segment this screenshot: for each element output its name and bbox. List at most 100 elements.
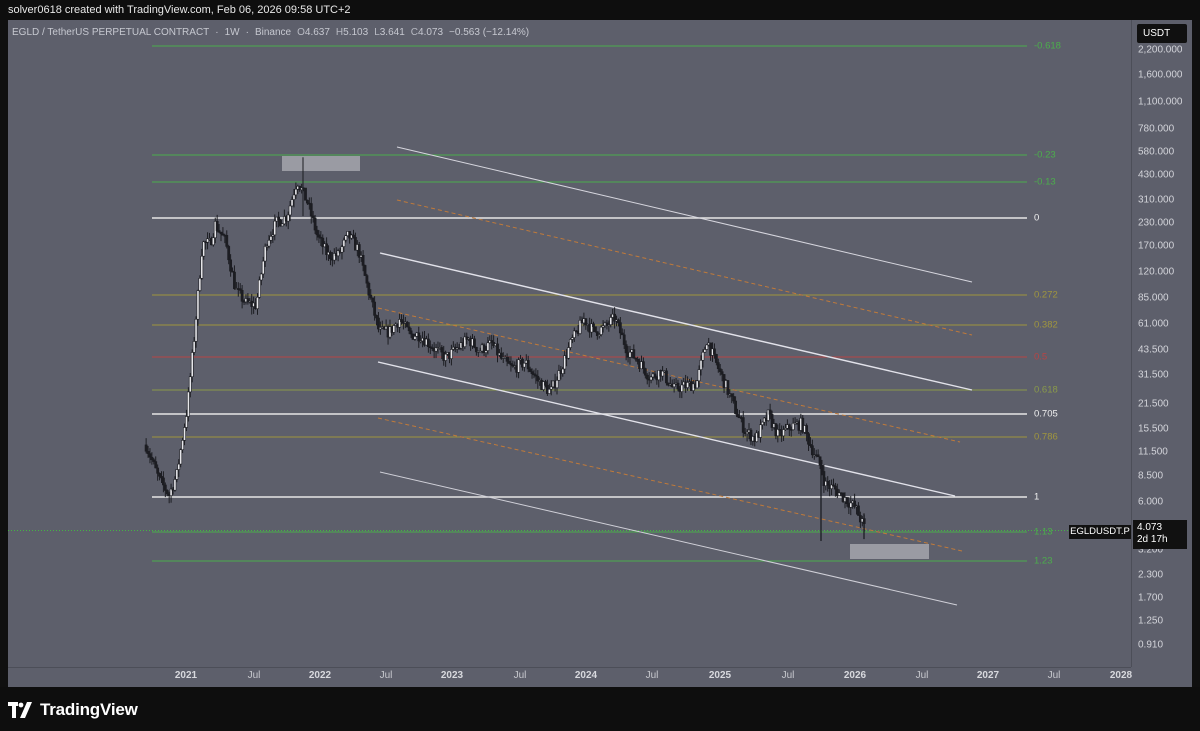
time-axis-divider xyxy=(8,667,1131,668)
candle-body xyxy=(150,456,154,461)
candle-body xyxy=(344,235,348,241)
candle-body xyxy=(507,361,511,364)
candle-body xyxy=(563,355,567,370)
candle-body xyxy=(277,216,281,221)
candle-body xyxy=(653,373,657,378)
symbol-name[interactable]: EGLD / TetherUS PERPETUAL CONTRACT xyxy=(12,27,210,38)
candle-body xyxy=(179,449,183,465)
candle-body xyxy=(632,349,636,359)
candle-body xyxy=(148,453,152,458)
last-price-box: 4.073 2d 17h xyxy=(1133,520,1187,549)
candle-body xyxy=(369,294,373,299)
candle-body xyxy=(649,376,653,381)
candle-body xyxy=(156,467,160,474)
candle-body xyxy=(340,246,344,253)
candle-body xyxy=(405,321,409,328)
candle-body xyxy=(718,368,722,372)
tradingview-logo[interactable]: TradingView xyxy=(8,700,138,720)
candle-body xyxy=(567,347,570,359)
candle-body xyxy=(306,199,309,204)
candle-body xyxy=(570,337,574,340)
time-tick-label: 2022 xyxy=(308,670,332,681)
candle-body xyxy=(530,371,534,375)
candle-body xyxy=(784,428,787,430)
fib-level-label: 0.5 xyxy=(1034,351,1048,363)
time-tick-label: Jul xyxy=(247,670,261,681)
peak-zone-box xyxy=(282,156,360,171)
price-tick-label: 170.000 xyxy=(1138,240,1175,252)
candle-body xyxy=(238,288,242,291)
time-tick-label: 2025 xyxy=(708,670,732,681)
candle-body xyxy=(258,279,261,298)
candle-body xyxy=(832,484,835,487)
chart-pane[interactable] xyxy=(8,20,1192,687)
low-key: L xyxy=(374,27,380,38)
interval-label[interactable]: 1W xyxy=(224,27,240,38)
open-key: O xyxy=(297,27,305,38)
candle-body xyxy=(617,319,620,323)
candle-body xyxy=(528,368,532,372)
price-tick-label: 61.000 xyxy=(1138,318,1169,330)
candle-body xyxy=(534,374,538,377)
candle-body xyxy=(703,349,707,353)
brand-name: TradingView xyxy=(40,700,138,719)
channel-line xyxy=(379,471,958,606)
candle-body xyxy=(857,505,860,516)
candle-body xyxy=(211,237,215,246)
candle-body xyxy=(782,429,785,437)
currency-button[interactable]: USDT xyxy=(1137,24,1187,43)
candle-body xyxy=(225,235,229,247)
bar-countdown: 2d 17h xyxy=(1137,534,1168,545)
candle-body xyxy=(186,391,190,417)
time-tick-label: 2024 xyxy=(574,670,598,681)
candle-body xyxy=(217,230,221,233)
attribution-bar: solver0618 created with TradingView.com,… xyxy=(0,0,1200,20)
candle-body xyxy=(188,376,192,393)
fib-level-label: 0 xyxy=(1034,212,1040,224)
candle-body xyxy=(569,339,572,348)
candle-body xyxy=(793,422,797,425)
candle-body xyxy=(440,347,444,353)
candle-body xyxy=(194,318,198,342)
time-tick-label: 2027 xyxy=(976,670,1000,681)
price-tick-label: 15.500 xyxy=(1138,423,1169,435)
candle-body xyxy=(352,234,355,238)
candle-body xyxy=(444,353,448,361)
candle-body xyxy=(269,236,273,241)
time-tick-label: 2026 xyxy=(843,670,867,681)
candle-body xyxy=(761,421,764,426)
candle-body xyxy=(592,323,595,328)
candle-body xyxy=(144,444,148,452)
price-tick-label: 31.500 xyxy=(1138,369,1169,381)
candle-body xyxy=(634,357,638,360)
candle-body xyxy=(787,424,791,430)
candle-body xyxy=(490,340,494,343)
time-tick-label: Jul xyxy=(781,670,795,681)
candle-body xyxy=(311,215,315,219)
candle-body xyxy=(162,477,165,486)
fib-level-label: 1.13 xyxy=(1034,526,1053,538)
fib-level-label: -0.23 xyxy=(1034,149,1056,161)
candle-body xyxy=(826,480,830,486)
candle-body xyxy=(482,344,486,353)
last-price: 4.073 xyxy=(1137,522,1163,533)
candle-body xyxy=(509,363,513,366)
candle-body xyxy=(233,271,236,290)
candle-body xyxy=(288,205,292,216)
candle-body xyxy=(555,379,559,389)
price-tick-label: 2.300 xyxy=(1138,569,1164,581)
candle-body xyxy=(450,349,453,359)
candle-body xyxy=(169,488,173,497)
candle-body xyxy=(557,370,561,381)
ticker-tag: EGLDUSDT.P xyxy=(1069,525,1131,539)
symbol-legend[interactable]: EGLD / TetherUS PERPETUAL CONTRACT · 1W … xyxy=(12,27,529,38)
candle-body xyxy=(578,319,582,334)
price-tick-label: 120.000 xyxy=(1138,266,1175,278)
candle-body xyxy=(256,296,259,309)
candle-body xyxy=(400,319,403,322)
candle-body xyxy=(363,265,367,276)
time-tick-label: Jul xyxy=(379,670,393,681)
candle-body xyxy=(837,492,841,496)
candle-body xyxy=(741,417,745,433)
